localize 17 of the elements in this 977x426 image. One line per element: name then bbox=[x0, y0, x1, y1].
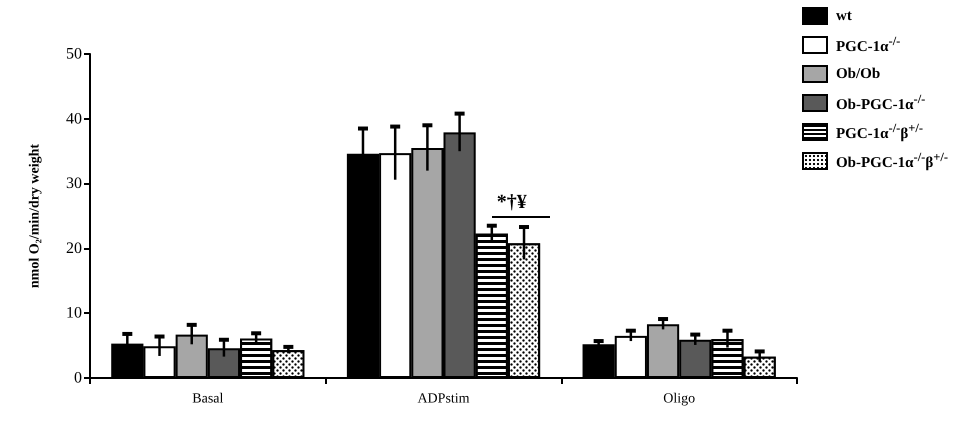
x-tick-label: Basal bbox=[192, 392, 224, 406]
legend-label: PGC-1α$^{-/-}$ bbox=[836, 34, 900, 56]
legend-label: Ob-PGC-1α$^{-/-}$ bbox=[836, 92, 926, 114]
x-tick-label: ADPstim bbox=[417, 392, 470, 406]
legend-label: Ob-PGC-1α$^{-/-}$β$^{+/-}$ bbox=[836, 150, 948, 172]
y-tick-label: 30 bbox=[66, 175, 82, 192]
y-axis-title: nmol O₂/min/dry weight bbox=[28, 144, 42, 288]
y-tick-label: 20 bbox=[66, 240, 82, 257]
y-tick-label: 50 bbox=[66, 46, 82, 62]
y-tick-label: 10 bbox=[66, 304, 82, 322]
legend-label: PGC-1α$^{-/-}$β$^{+/-}$ bbox=[836, 121, 924, 143]
x-tick-label: Oligo bbox=[663, 392, 696, 406]
legend-label: wt bbox=[836, 8, 852, 24]
y-tick-label: 0 bbox=[74, 370, 82, 386]
annotation: *†¥ bbox=[496, 190, 527, 214]
y-tick-label: 40 bbox=[66, 110, 82, 128]
legend-label: Ob/Ob bbox=[836, 66, 880, 82]
